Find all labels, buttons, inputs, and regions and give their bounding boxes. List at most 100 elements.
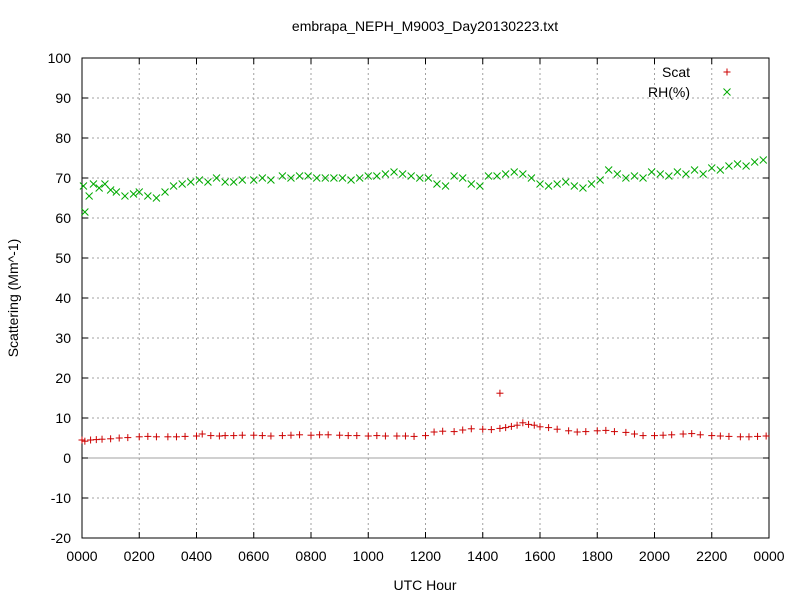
y-tick-label: 0: [63, 450, 71, 466]
data-point: [338, 174, 347, 182]
data-point: [582, 428, 590, 436]
legend-marker: [723, 88, 731, 96]
data-point: [733, 160, 742, 168]
x-tick-label: 2000: [639, 548, 670, 564]
data-point: [690, 166, 699, 174]
data-point: [336, 431, 344, 439]
data-point: [651, 432, 658, 440]
data-point: [762, 432, 770, 440]
data-point: [186, 178, 195, 186]
data-point: [518, 170, 527, 178]
data-point: [759, 156, 768, 164]
legend-marker-scat: [723, 68, 731, 76]
data-point: [682, 170, 690, 178]
x-tick-label: 0800: [295, 548, 326, 564]
data-point: [699, 170, 708, 178]
data-point: [143, 192, 152, 200]
data-point: [510, 168, 519, 176]
data-point: [355, 174, 364, 182]
data-point: [467, 425, 475, 433]
data-point: [424, 174, 433, 182]
data-point: [565, 427, 573, 435]
data-point: [98, 435, 106, 443]
data-point: [316, 431, 324, 439]
x-tick-label: 1200: [410, 548, 441, 564]
data-point: [647, 168, 656, 176]
series-marks: [78, 156, 770, 445]
y-tick-label: 50: [55, 250, 71, 266]
data-point: [106, 186, 115, 194]
x-tick-label: 0200: [124, 548, 155, 564]
data-point: [344, 432, 352, 440]
data-point: [107, 435, 115, 443]
x-tick-label: 0000: [753, 548, 784, 564]
data-point: [221, 178, 229, 186]
data-point: [198, 430, 206, 438]
x-tick-label: 0400: [181, 548, 212, 564]
data-point: [487, 426, 495, 434]
data-point: [742, 162, 750, 170]
data-point: [570, 182, 579, 190]
data-point: [736, 433, 744, 441]
data-point: [587, 180, 596, 188]
data-point: [604, 166, 613, 174]
x-tick-label: 1000: [353, 548, 384, 564]
data-point: [178, 180, 187, 188]
data-point: [121, 192, 129, 200]
data-point: [593, 427, 601, 435]
data-point: [476, 182, 484, 190]
data-point: [725, 432, 733, 440]
chart-title: embrapa_NEPH_M9003_Day20130223.txt: [292, 18, 558, 34]
data-point: [207, 432, 215, 440]
data-point: [79, 182, 88, 190]
data-point: [450, 172, 458, 180]
x-tick-label: 1600: [524, 548, 555, 564]
data-point: [381, 432, 389, 440]
data-point: [204, 178, 212, 186]
data-point: [152, 433, 160, 441]
data-point: [164, 433, 172, 441]
data-point: [401, 432, 409, 440]
data-point: [295, 172, 304, 180]
data-point: [622, 174, 630, 182]
data-point: [630, 172, 639, 180]
data-point: [81, 437, 89, 445]
data-point: [415, 174, 424, 182]
data-point: [545, 424, 553, 432]
data-point: [441, 182, 450, 190]
data-point: [679, 430, 687, 438]
data-point: [89, 180, 98, 188]
data-point: [135, 433, 143, 441]
data-point: [439, 427, 447, 435]
data-point: [144, 432, 152, 440]
data-point: [573, 428, 581, 436]
data-point: [553, 425, 561, 433]
data-point: [258, 174, 267, 182]
legend-label-rh: RH(%): [648, 84, 690, 100]
legend-marker-rh: [723, 88, 731, 96]
data-point: [373, 432, 381, 440]
data-point: [513, 421, 521, 429]
data-point: [716, 166, 725, 174]
y-tick-label: 60: [55, 210, 71, 226]
data-point: [372, 172, 381, 180]
data-point: [321, 174, 330, 182]
data-point: [212, 174, 221, 182]
data-point: [238, 431, 246, 439]
x-tick-label: 1800: [582, 548, 613, 564]
data-point: [750, 158, 759, 166]
data-point: [450, 428, 458, 436]
data-point: [501, 170, 510, 178]
data-point: [85, 192, 94, 200]
data-point: [347, 176, 355, 184]
data-point: [613, 170, 622, 178]
y-tick-label: 20: [55, 370, 71, 386]
y-tick-label: -20: [51, 530, 71, 546]
data-point: [115, 434, 123, 442]
data-point: [639, 174, 647, 182]
data-point: [536, 180, 544, 188]
data-point: [668, 431, 676, 439]
data-point: [519, 419, 527, 427]
data-point: [101, 180, 109, 188]
